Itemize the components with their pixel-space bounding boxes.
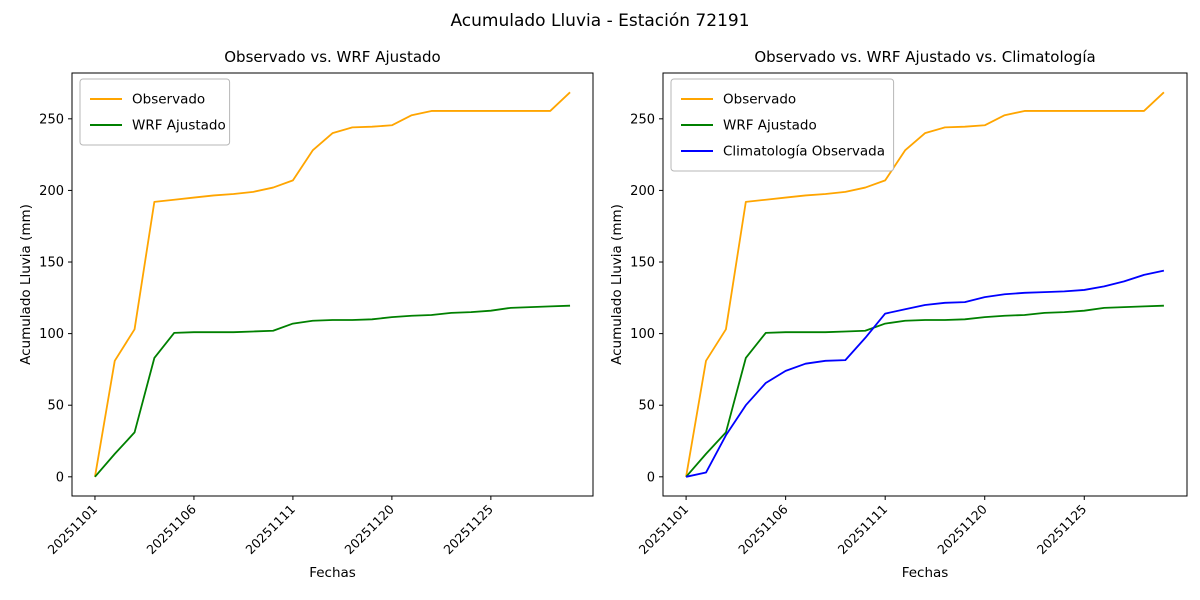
y-tick-label: 100 (630, 327, 655, 342)
x-tick-label: 20251125 (440, 502, 496, 558)
x-tick-label: 20251125 (1034, 502, 1090, 558)
line-observado (94, 91, 571, 477)
y-tick-label: 0 (647, 470, 655, 485)
x-tick-label: 20251120 (934, 501, 990, 557)
y-axis-label: Acumulado Lluvia (mm) (609, 204, 625, 365)
y-tick-label: 200 (630, 184, 655, 199)
y-tick-label: 200 (39, 184, 64, 199)
line-wrf-ajustado (685, 304, 1164, 478)
legend-label: Climatología Observada (723, 144, 885, 160)
axes-frame (71, 72, 594, 497)
legend-box (670, 78, 895, 172)
y-tick-label: 0 (56, 470, 64, 485)
line-observado (685, 91, 1165, 477)
subplot-title: Observado vs. WRF Ajustado (224, 48, 440, 66)
axes-frame (662, 72, 1188, 497)
legend-label: WRF Ajustado (723, 118, 817, 134)
subplot-title: Observado vs. WRF Ajustado vs. Climatolo… (754, 48, 1095, 66)
x-tick-label: 20251111 (835, 502, 891, 558)
x-axis-label: Fechas (902, 565, 949, 581)
legend-label: Observado (723, 92, 796, 108)
y-tick-label: 100 (39, 327, 64, 342)
legend-label: Observado (132, 92, 205, 108)
x-axis-label: Fechas (309, 565, 356, 581)
x-tick-label: 20251101 (44, 502, 100, 558)
line-climatolog-a-observada (685, 269, 1165, 478)
y-tick-label: 150 (630, 256, 655, 271)
x-tick-label: 20251106 (735, 501, 791, 557)
y-tick-label: 150 (39, 256, 64, 271)
y-tick-label: 50 (638, 399, 655, 414)
y-tick-label: 250 (39, 112, 64, 127)
y-tick-label: 50 (47, 399, 64, 414)
line-wrf-ajustado (94, 304, 571, 478)
legend-label: WRF Ajustado (132, 118, 226, 134)
x-tick-label: 20251111 (242, 502, 298, 558)
legend-box (79, 78, 231, 146)
x-tick-label: 20251120 (341, 501, 397, 557)
y-tick-label: 250 (630, 112, 655, 127)
figure-title: Acumulado Lluvia - Estación 72191 (450, 11, 750, 31)
y-axis-label: Acumulado Lluvia (mm) (18, 204, 34, 365)
x-tick-label: 20251101 (636, 502, 692, 558)
x-tick-label: 20251106 (143, 501, 199, 557)
